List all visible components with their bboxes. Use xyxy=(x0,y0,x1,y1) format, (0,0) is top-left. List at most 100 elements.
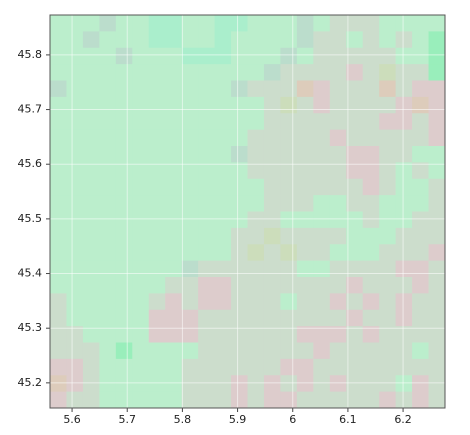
pixel xyxy=(50,80,67,98)
pixel xyxy=(50,178,67,196)
pixel xyxy=(132,15,150,32)
pixel xyxy=(82,358,100,376)
pixel xyxy=(428,342,446,360)
pixel xyxy=(362,391,380,409)
pixel xyxy=(231,31,248,49)
pixel xyxy=(165,277,183,294)
pixel xyxy=(247,244,265,262)
pixel xyxy=(66,309,84,327)
pixel xyxy=(132,80,150,98)
pixel xyxy=(346,358,364,376)
pixel xyxy=(280,260,298,278)
pixel xyxy=(132,195,150,212)
pixel xyxy=(66,146,84,163)
pixel xyxy=(115,309,133,327)
pixel xyxy=(115,260,133,278)
x-tick-label: 6.1 xyxy=(339,413,357,426)
pixel xyxy=(428,129,446,147)
pixel xyxy=(66,162,84,180)
pixel xyxy=(412,195,430,212)
pixel xyxy=(50,211,67,229)
pixel xyxy=(346,146,364,163)
pixel xyxy=(115,227,133,245)
pixel xyxy=(263,15,281,32)
pixel xyxy=(198,244,216,262)
pixel xyxy=(395,129,413,147)
pixel xyxy=(181,211,199,229)
pixel xyxy=(181,195,199,212)
pixel xyxy=(115,15,133,32)
pixel xyxy=(181,64,199,81)
pixel xyxy=(66,15,84,32)
pixel xyxy=(263,64,281,81)
pixel xyxy=(181,162,199,180)
pixel xyxy=(231,80,248,98)
pixel xyxy=(214,146,232,163)
pixel xyxy=(115,391,133,409)
pixel xyxy=(296,195,314,212)
pixel xyxy=(428,293,446,311)
pixel xyxy=(412,342,430,360)
pixel xyxy=(395,277,413,294)
pixel xyxy=(379,277,397,294)
pixel xyxy=(379,342,397,360)
pixel xyxy=(428,15,446,32)
pixel xyxy=(231,15,248,32)
pixel xyxy=(296,375,314,393)
pixel xyxy=(66,31,84,49)
pixel xyxy=(214,113,232,131)
pixel xyxy=(296,326,314,343)
pixel xyxy=(428,113,446,131)
pixel xyxy=(296,162,314,180)
pixel xyxy=(412,293,430,311)
pixel xyxy=(346,178,364,196)
pixel xyxy=(115,211,133,229)
pixel xyxy=(82,146,100,163)
pixel xyxy=(231,195,248,212)
pixel xyxy=(82,113,100,131)
pixel xyxy=(379,96,397,114)
pixel xyxy=(313,375,331,393)
pixel xyxy=(313,129,331,147)
pixel xyxy=(148,293,166,311)
pixel xyxy=(280,211,298,229)
pixel xyxy=(181,277,199,294)
pixel xyxy=(165,96,183,114)
pixel xyxy=(181,342,199,360)
pixel xyxy=(50,113,67,131)
pixel xyxy=(148,31,166,49)
pixel xyxy=(379,129,397,147)
pixel xyxy=(280,31,298,49)
pixel xyxy=(379,162,397,180)
pixel xyxy=(263,375,281,393)
pixel xyxy=(66,178,84,196)
pixel xyxy=(214,309,232,327)
pixel xyxy=(165,211,183,229)
pixel xyxy=(362,358,380,376)
pixel xyxy=(346,227,364,245)
pixel xyxy=(329,375,347,393)
pixel xyxy=(50,227,67,245)
pixel xyxy=(148,113,166,131)
pixel xyxy=(99,64,117,81)
pixel xyxy=(231,178,248,196)
pixel xyxy=(362,342,380,360)
pixel xyxy=(214,15,232,32)
pixel xyxy=(181,309,199,327)
pixel xyxy=(247,227,265,245)
pixel xyxy=(263,113,281,131)
pixel xyxy=(263,227,281,245)
y-tick-label: 45.2 xyxy=(18,376,43,389)
pixel xyxy=(231,244,248,262)
pixel xyxy=(263,358,281,376)
pixel xyxy=(115,80,133,98)
pixel xyxy=(82,244,100,262)
pixel xyxy=(66,326,84,343)
pixel xyxy=(132,227,150,245)
pixel xyxy=(395,195,413,212)
pixel xyxy=(329,64,347,81)
pixel xyxy=(181,31,199,49)
pixel xyxy=(428,358,446,376)
pixel xyxy=(115,375,133,393)
pixel xyxy=(50,375,67,393)
